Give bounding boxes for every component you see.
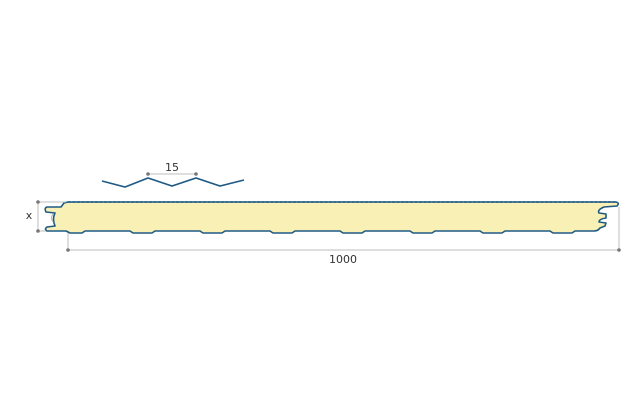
thickness-dimension-dot: [36, 200, 40, 204]
rib-profile-detail: [101, 177, 245, 188]
pitch-dimension-dot: [146, 172, 150, 176]
thickness-label: x: [26, 209, 33, 222]
seal-icon: [50, 213, 54, 223]
pitch-dimension-dot: [194, 172, 198, 176]
pitch-label: 15: [165, 161, 179, 174]
thickness-dimension-dot: [36, 229, 40, 233]
width-label: 1000: [329, 253, 357, 266]
panel-core: [44, 201, 620, 234]
width-dimension-dot: [66, 248, 70, 252]
width-dimension-dot: [617, 248, 621, 252]
